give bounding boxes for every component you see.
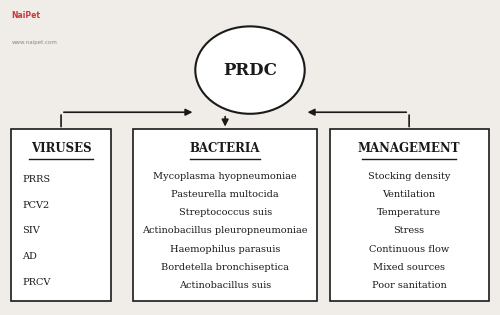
Text: Streptococcus suis: Streptococcus suis <box>178 208 272 217</box>
Text: BACTERIA: BACTERIA <box>190 142 260 155</box>
Bar <box>133 129 317 301</box>
Text: PRCV: PRCV <box>22 278 50 287</box>
Text: Poor sanitation: Poor sanitation <box>372 281 446 290</box>
Text: Temperature: Temperature <box>377 208 441 217</box>
Ellipse shape <box>196 26 304 114</box>
Text: VIRUSES: VIRUSES <box>30 142 92 155</box>
Text: www.naipet.com: www.naipet.com <box>12 40 57 45</box>
Text: Actinobacillus pleuropneumoniae: Actinobacillus pleuropneumoniae <box>142 226 308 235</box>
Text: Bordetella bronchiseptica: Bordetella bronchiseptica <box>161 263 289 272</box>
Bar <box>330 129 488 301</box>
Text: NaiPet: NaiPet <box>12 11 40 20</box>
Text: Pasteurella multocida: Pasteurella multocida <box>172 190 279 199</box>
Text: MANAGEMENT: MANAGEMENT <box>358 142 460 155</box>
Text: PRRS: PRRS <box>22 175 50 184</box>
Text: Mixed sources: Mixed sources <box>373 263 445 272</box>
Text: Actinobacillus suis: Actinobacillus suis <box>179 281 272 290</box>
Text: AD: AD <box>22 252 37 261</box>
Text: Haemophilus parasuis: Haemophilus parasuis <box>170 245 280 254</box>
Bar <box>12 129 111 301</box>
Text: PRDC: PRDC <box>223 61 277 78</box>
Text: Continuous flow: Continuous flow <box>369 245 449 254</box>
Text: PCV2: PCV2 <box>22 201 50 210</box>
Text: SIV: SIV <box>22 226 40 235</box>
Text: Stocking density: Stocking density <box>368 171 450 180</box>
Text: Stress: Stress <box>394 226 424 235</box>
Text: Ventilation: Ventilation <box>382 190 436 199</box>
Text: Mycoplasma hyopneumoniae: Mycoplasma hyopneumoniae <box>154 171 297 180</box>
